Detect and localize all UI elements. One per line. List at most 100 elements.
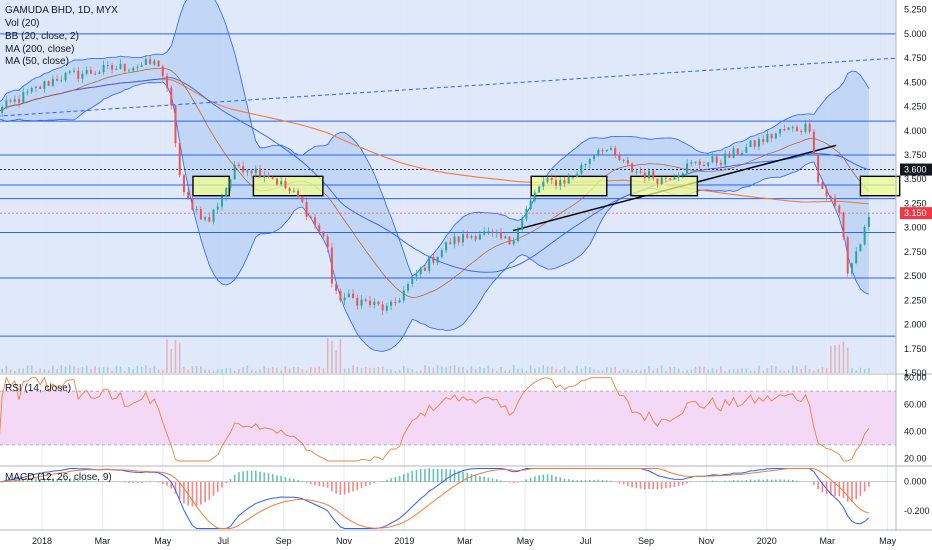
time-tick-label: May — [879, 536, 897, 546]
macd-histogram-bar — [402, 474, 405, 482]
candle-body — [622, 159, 625, 161]
macd-histogram-bar — [73, 478, 75, 482]
volume-bar — [339, 339, 342, 373]
macd-histogram-bar — [576, 480, 578, 482]
volume-bar — [195, 366, 198, 373]
volume-bar — [373, 367, 375, 373]
volume-bar — [711, 368, 714, 373]
macd-tick-label: 0.000 — [904, 477, 927, 487]
volume-bar — [394, 370, 397, 373]
macd-histogram-bar — [559, 477, 562, 482]
macd-histogram-bar — [85, 480, 88, 482]
macd-histogram-bar — [301, 480, 304, 482]
volume-bar — [665, 370, 667, 373]
candle-body — [449, 242, 452, 245]
volume-bar — [770, 365, 773, 373]
volume-bar — [102, 367, 105, 373]
volume-bar — [728, 369, 731, 373]
time-tick-label: Mar — [95, 536, 111, 546]
volume-bar — [297, 367, 299, 373]
volume-bar — [98, 367, 101, 373]
macd-histogram-bar — [546, 474, 549, 482]
macd-histogram-bar — [648, 481, 650, 489]
time-tick-label: May — [517, 536, 535, 546]
candle-body — [762, 139, 765, 143]
macd-histogram-bar — [741, 480, 743, 482]
price-tick-label: 3.000 — [904, 223, 927, 233]
candle-body — [660, 177, 663, 184]
macd-histogram-bar — [183, 481, 185, 504]
volume-bar — [183, 366, 185, 373]
volume-bar — [204, 369, 206, 373]
candle-body — [330, 247, 333, 284]
macd-histogram-bar — [775, 479, 777, 482]
volume-bar — [335, 350, 337, 373]
candle-body — [576, 173, 579, 178]
marked-level-label: 3.600 — [904, 165, 927, 175]
volume-bar — [614, 367, 616, 373]
volume-bar — [800, 368, 803, 373]
macd-histogram-bar — [555, 476, 557, 482]
volume-bar — [593, 369, 595, 373]
time-tick-label: May — [154, 536, 172, 546]
legend-ma200: MA (200, close) — [5, 44, 74, 55]
volume-bar — [411, 369, 414, 373]
candle-body — [81, 73, 84, 79]
candle-body — [77, 70, 80, 79]
volume-bar — [504, 370, 507, 373]
candle-body — [85, 70, 88, 74]
volume-bar — [534, 368, 536, 373]
candle-body — [216, 206, 219, 210]
volume-bar — [635, 369, 638, 373]
candle-body — [415, 274, 418, 277]
volume-bar — [703, 367, 705, 373]
volume-bar — [145, 365, 147, 373]
volume-bar — [153, 365, 156, 373]
volume-bar — [830, 345, 832, 373]
macd-histogram-bar — [584, 480, 587, 482]
macd-histogram-bar — [77, 480, 80, 482]
volume-bar — [149, 367, 151, 373]
macd-histogram-bar — [436, 468, 439, 482]
macd-tick-label: -0.200 — [904, 506, 930, 516]
volume-bar — [529, 365, 532, 373]
volume-bar — [331, 341, 333, 373]
macd-histogram-bar — [711, 480, 714, 482]
volume-bar — [500, 366, 502, 373]
volume-bar — [415, 370, 418, 373]
bollinger-lower-line — [0, 81, 870, 352]
volume-bar — [238, 369, 240, 373]
macd-histogram-bar — [26, 478, 29, 482]
macd-histogram-bar — [766, 479, 769, 482]
volume-bar — [576, 365, 578, 373]
volume-bar — [352, 365, 354, 373]
macd-histogram-bar — [136, 481, 139, 484]
macd-histogram-bar — [783, 479, 786, 482]
candle-body — [34, 86, 37, 88]
candle-body — [127, 70, 130, 72]
volume-bar — [855, 370, 857, 373]
candle-body — [711, 156, 714, 163]
macd-histogram-bar — [728, 480, 731, 482]
marked-level-label-bg — [900, 163, 932, 176]
macd-histogram-bar — [542, 474, 545, 482]
candle-body — [204, 217, 207, 220]
macd-histogram-bar — [162, 481, 164, 484]
candle-body — [601, 149, 604, 152]
volume-bar — [821, 367, 824, 373]
volume-bar — [56, 369, 58, 373]
macd-histogram-bar — [140, 481, 143, 483]
candle-body — [352, 293, 355, 298]
candle-body — [423, 267, 426, 271]
volume-bar — [669, 366, 671, 373]
volume-bar — [601, 370, 604, 373]
candle-body — [347, 293, 350, 298]
candle-body — [867, 216, 870, 228]
volume-bar — [791, 365, 794, 373]
candle-body — [715, 156, 718, 163]
candle-body — [550, 178, 553, 181]
macd-histogram-bar — [246, 470, 249, 482]
candle-body — [796, 126, 798, 132]
macd-histogram-bar — [52, 478, 54, 482]
macd-histogram-bar — [534, 476, 536, 482]
